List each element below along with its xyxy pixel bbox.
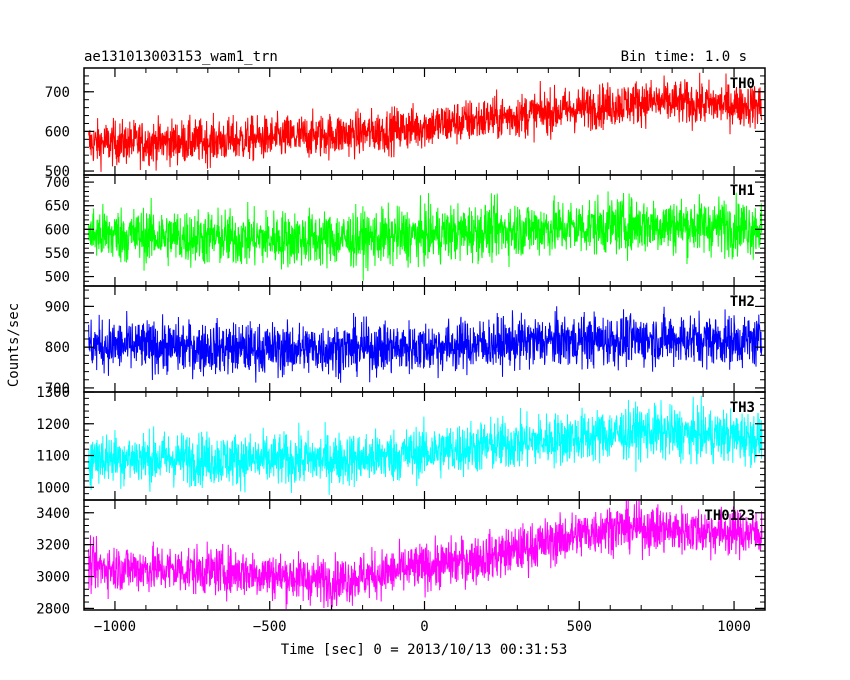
y-tick-label: 800 [45,340,70,356]
y-tick-label: 1000 [36,480,70,496]
panel-th2: 700 800 900 TH2 [45,285,766,397]
y-tick-label: 3000 [36,570,70,586]
series-line-th1 [88,191,763,281]
y-tick-label: 700 [45,175,70,191]
x-tick-label: −1000 [94,619,136,635]
panel-th3: 1000 1100 1200 1300 TH3 [36,385,766,501]
series-name-label: TH0123 [704,508,755,524]
y-tick-label: 500 [45,164,70,180]
y-tick-label: 700 [45,381,70,397]
panel-th0123: 2800 3000 3200 3400 TH0123 [36,499,766,617]
series-line-th3 [88,395,763,495]
y-tick-label: 2800 [36,601,70,617]
series-line-th0123 [88,500,763,610]
panel-th1: 500 550 600 650 700 TH1 [45,174,766,287]
x-tick-label: −500 [253,619,287,635]
y-tick-label: 600 [45,222,70,238]
y-tick-label: 1100 [36,449,70,465]
y-tick-label: 600 [45,124,70,140]
y-tick-label: 3400 [36,506,70,522]
series-name-label: TH2 [730,294,755,310]
y-tick-label: 550 [45,246,70,262]
series-name-label: TH1 [730,183,755,199]
series-line-th0 [88,72,763,172]
x-tick-label: 500 [567,619,592,635]
y-tick-label: 1300 [36,385,70,401]
series-line-th2 [88,306,763,383]
y-tick-label: 3200 [36,538,70,554]
series-name-label: TH3 [730,400,755,416]
y-tick-label: 1200 [36,417,70,433]
series-name-label: TH0 [730,76,755,92]
chart-title: ae131013003153_wam1_trn [84,49,278,65]
bin-time-label: Bin time: 1.0 s [621,49,747,65]
x-tick-label: 1000 [717,619,751,635]
x-axis-label: Time [sec] 0 = 2013/10/13 00:31:53 [281,642,568,658]
y-tick-label: 500 [45,270,70,286]
panel-th0: 500 600 700 TH0 [45,67,766,180]
y-axis-label: Counts/sec [6,303,22,387]
x-axis: −1000 −500 0 500 1000 [94,619,751,635]
y-tick-label: 900 [45,299,70,315]
y-tick-label: 650 [45,199,70,215]
x-tick-label: 0 [420,619,428,635]
y-tick-label: 700 [45,85,70,101]
panels: 500 600 700 TH0 500 550 600 650 700 TH1 700 800 900 T… [36,67,766,617]
